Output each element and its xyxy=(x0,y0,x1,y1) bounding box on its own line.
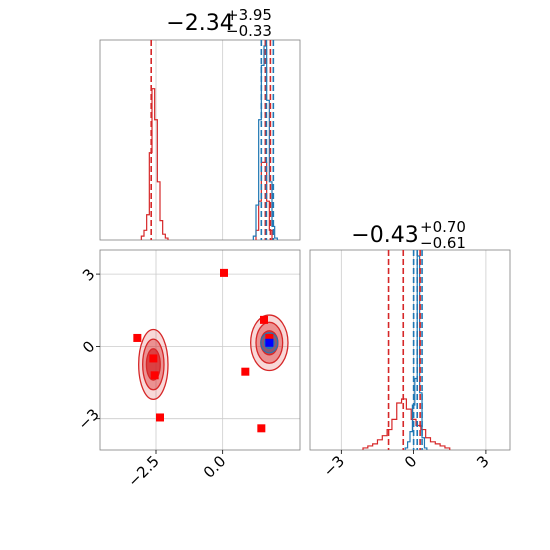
y2-tick-label: −3 xyxy=(75,405,103,433)
x1-tick-label: 0.0 xyxy=(200,452,230,482)
title-param2-lower: −0.61 xyxy=(420,234,466,252)
histogram-param2: −3 0 3 xyxy=(309,249,511,480)
title-param1-median: −2.34 xyxy=(166,11,233,36)
title-param1: −2.34 xyxy=(166,11,233,36)
marker-red xyxy=(257,424,266,433)
title-param1-upper: +3.95 xyxy=(226,6,272,24)
panel-frame xyxy=(99,39,301,241)
marker-red xyxy=(156,413,164,422)
title-param2: −0.43 xyxy=(351,223,418,248)
x2-tick-label: 3 xyxy=(473,452,492,471)
title-param2-upper: +0.70 xyxy=(420,218,466,236)
panel-frame xyxy=(309,249,511,451)
panel-frame xyxy=(99,249,301,451)
title-param1-lower: −0.33 xyxy=(226,22,272,40)
y2-tick-label: 3 xyxy=(79,265,98,284)
marker-red xyxy=(150,371,159,380)
marker-blue xyxy=(265,338,274,347)
marker-red xyxy=(149,354,158,363)
y2-tick-label: 0 xyxy=(79,337,98,356)
marker-red xyxy=(220,268,228,277)
hist1-red-series xyxy=(140,88,273,240)
histogram-param1 xyxy=(99,39,301,241)
x2-tick-label: 0 xyxy=(401,452,420,471)
marker-red xyxy=(265,333,274,342)
x1-tick-label: −2.5 xyxy=(124,452,162,490)
hist2-red-series xyxy=(362,398,451,450)
hist2-blue-series xyxy=(404,255,428,450)
marker-red xyxy=(133,333,142,342)
title-param2-median: −0.43 xyxy=(351,223,418,248)
marker-red xyxy=(260,315,268,324)
x2-tick-label: −3 xyxy=(320,452,348,480)
joint-scatter-panel: −2.5 0.0 3 0 −3 xyxy=(75,249,301,491)
marker-red xyxy=(241,367,250,376)
